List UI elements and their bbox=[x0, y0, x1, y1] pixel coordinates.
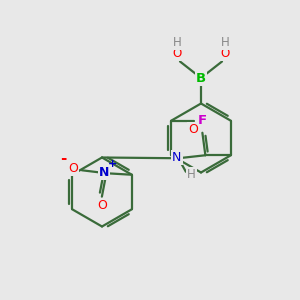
Text: H: H bbox=[220, 36, 230, 50]
Text: O: O bbox=[97, 199, 107, 212]
Text: N: N bbox=[99, 166, 109, 179]
Text: O: O bbox=[188, 123, 198, 136]
Text: H: H bbox=[187, 168, 196, 181]
Text: B: B bbox=[196, 71, 206, 85]
Text: H: H bbox=[172, 36, 182, 50]
Text: +: + bbox=[108, 159, 118, 169]
Text: F: F bbox=[197, 114, 207, 127]
Text: O: O bbox=[220, 46, 230, 60]
Text: -: - bbox=[60, 152, 66, 166]
Text: N: N bbox=[172, 151, 182, 164]
Text: O: O bbox=[68, 162, 78, 175]
Text: O: O bbox=[172, 46, 182, 60]
